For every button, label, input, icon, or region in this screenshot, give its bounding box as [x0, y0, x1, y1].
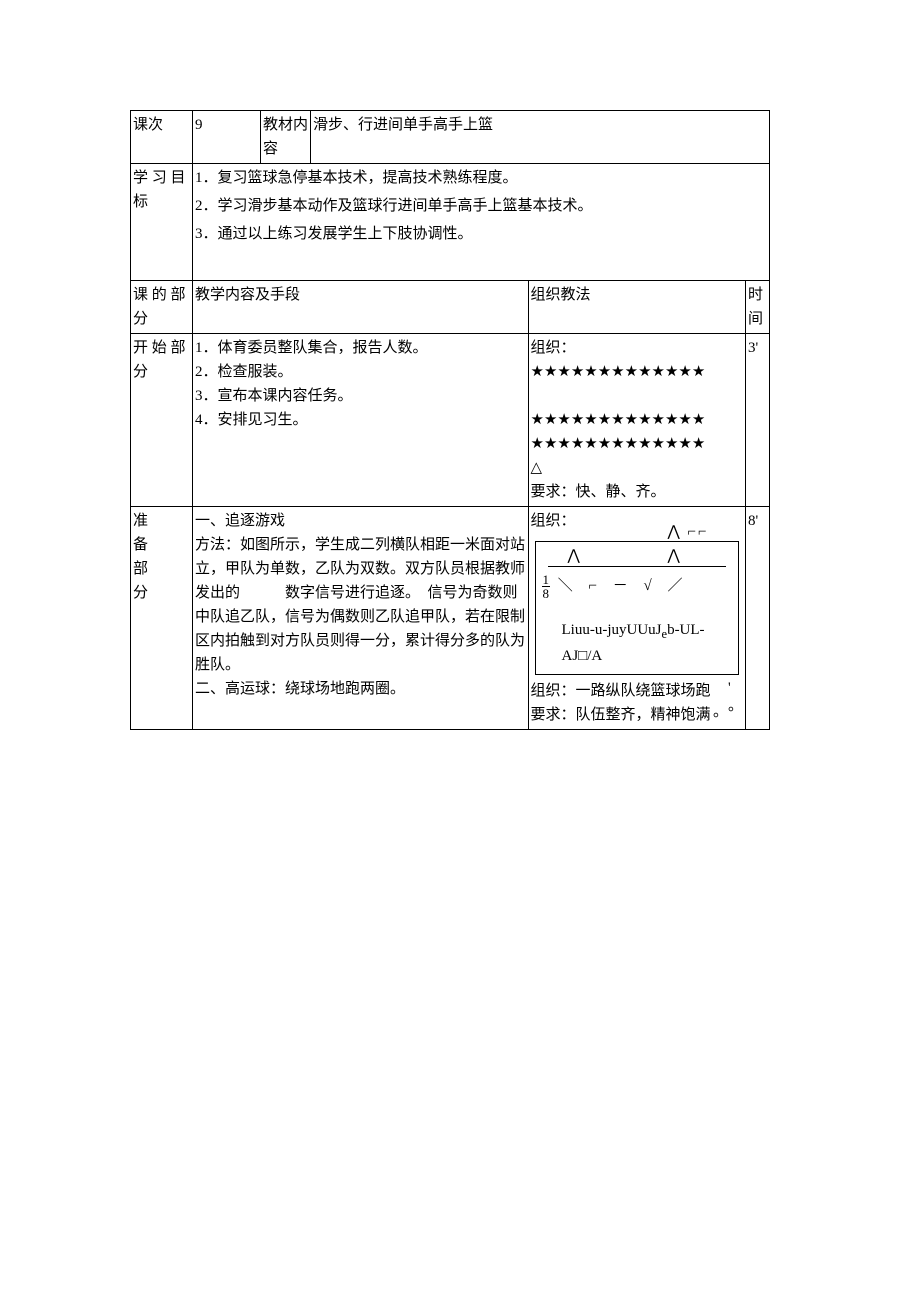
org-line-text: 要求：队伍整齐，精神饱满 [531, 707, 711, 723]
goals-content: 1．复习篮球急停基本技术，提高技术熟练程度。 2．学习滑步基本动作及篮球行进间单… [193, 164, 770, 281]
prep-title-2: 二、高运球：绕球场地跑两圈。 [195, 677, 526, 701]
punct-char: ' [728, 680, 731, 696]
lesson-plan-table: 课次 9 教材内容 滑步、行进间单手高手上篮 学 习 目标 1．复习篮球急停基本… [130, 110, 770, 730]
org-title: 组织： [531, 336, 744, 360]
start-section-content: 1．体育委员整队集合，报告人数。 2．检查服装。 3．宣布本课内容任务。 4．安… [193, 334, 529, 507]
start-item: 1．体育委员整队集合，报告人数。 [195, 336, 526, 360]
frac-num: 1 [542, 573, 551, 587]
diagram-symbol: ⋀ ⌐⌐ ⋀ [668, 520, 727, 568]
goals-label: 学 习 目标 [131, 164, 193, 281]
org-line: 组织：一路纵队绕篮球场跑 ' 。 [531, 679, 744, 703]
page-container: 课次 9 教材内容 滑步、行进间单手高手上篮 学 习 目标 1．复习篮球急停基本… [0, 0, 920, 730]
triangle-icon: △ [531, 456, 744, 480]
diagram-mid-row: 1 8 ＼ ⌐ － √ ／ [542, 573, 733, 600]
fraction-icon: 1 8 [542, 573, 551, 600]
star-row: ★★★★★★★★★★★★★ [531, 432, 744, 456]
start-section-label: 开 始 部分 [131, 334, 193, 507]
label-char: 备 [133, 533, 190, 557]
diagram-box: ⋀ ⋀ ⌐⌐ ⋀ 1 8 ＼ ⌐ － √ ／ Liuu-u-juyUUuJeb-… [535, 541, 740, 675]
prep-section-content: 一、追逐游戏 方法：如图所示，学生成二列横队相距一米面对站立，甲队为单数，乙队为… [193, 507, 529, 730]
prep-section-label: 准 备 部 分 [131, 507, 193, 730]
lesson-number-value: 9 [193, 111, 261, 164]
time-column-header: 时间 [746, 281, 770, 334]
start-item: 2．检查服装。 [195, 360, 526, 384]
org-line-text: 组织：一路纵队绕篮球场跑 [531, 683, 711, 699]
diagram-symbols: ＼ ⌐ － √ ／ [554, 578, 689, 594]
star-row: ★★★★★★★★★★★★★ [531, 408, 744, 432]
table-row: 学 习 目标 1．复习篮球急停基本技术，提高技术熟练程度。 2．学习滑步基本动作… [131, 164, 770, 281]
prep-body: 方法：如图所示，学生成二列横队相距一米面对站立，甲队为单数，乙队为双数。双方队员… [195, 533, 526, 677]
punct-char: 。 [713, 703, 728, 721]
diagram-symbol: ⋀ [568, 544, 580, 568]
label-char: 准 [133, 509, 190, 533]
punct: ' 。 [728, 679, 743, 715]
table-row: 课 的 部分 教学内容及手段 组织教法 时间 [131, 281, 770, 334]
diagram-line: ⋀ ⋀ ⌐⌐ ⋀ [548, 546, 727, 567]
goal-item: 1．复习篮球急停基本技术，提高技术熟练程度。 [195, 166, 767, 190]
material-content: 滑步、行进间单手高手上篮 [311, 111, 770, 164]
label-char: 部 [133, 557, 190, 581]
org-column-header: 组织教法 [528, 281, 746, 334]
requirement-text: 要求：快、静、齐。 [531, 480, 744, 504]
part-column-header: 课 的 部分 [131, 281, 193, 334]
prep-section-time: 8' [746, 507, 770, 730]
table-row: 课次 9 教材内容 滑步、行进间单手高手上篮 [131, 111, 770, 164]
frac-den: 8 [542, 587, 551, 600]
goal-item: 3．通过以上练习发展学生上下肢协调性。 [195, 222, 767, 246]
lesson-number-label: 课次 [131, 111, 193, 164]
garbled-text: Liuu-u-juyUUuJeb-UL-AJ□/A [562, 618, 725, 668]
star-row: ★★★★★★★★★★★★★ [531, 360, 744, 384]
label-char: 分 [133, 581, 190, 605]
punct-char: 。 [728, 698, 743, 714]
org-line: 要求：队伍整齐，精神饱满 。 [531, 703, 744, 727]
content-column-header: 教学内容及手段 [193, 281, 529, 334]
start-section-time: 3' [746, 334, 770, 507]
material-label: 教材内容 [261, 111, 311, 164]
table-row: 开 始 部分 1．体育委员整队集合，报告人数。 2．检查服装。 3．宣布本课内容… [131, 334, 770, 507]
goal-item: 2．学习滑步基本动作及篮球行进间单手高手上篮基本技术。 [195, 194, 767, 218]
table-row: 准 备 部 分 一、追逐游戏 方法：如图所示，学生成二列横队相距一米面对站立，甲… [131, 507, 770, 730]
start-item: 4．安排见习生。 [195, 408, 526, 432]
garble-main: Liuu-u-juyUUuJ [562, 622, 662, 638]
prep-title-1: 一、追逐游戏 [195, 509, 526, 533]
start-section-org: 组织： ★★★★★★★★★★★★★ ★★★★★★★★★★★★★ ★★★★★★★★… [528, 334, 746, 507]
start-item: 3．宣布本课内容任务。 [195, 384, 526, 408]
prep-section-org: 组织： ⋀ ⋀ ⌐⌐ ⋀ 1 8 ＼ ⌐ － √ ／ Liuu-u-juyUUu… [528, 507, 746, 730]
